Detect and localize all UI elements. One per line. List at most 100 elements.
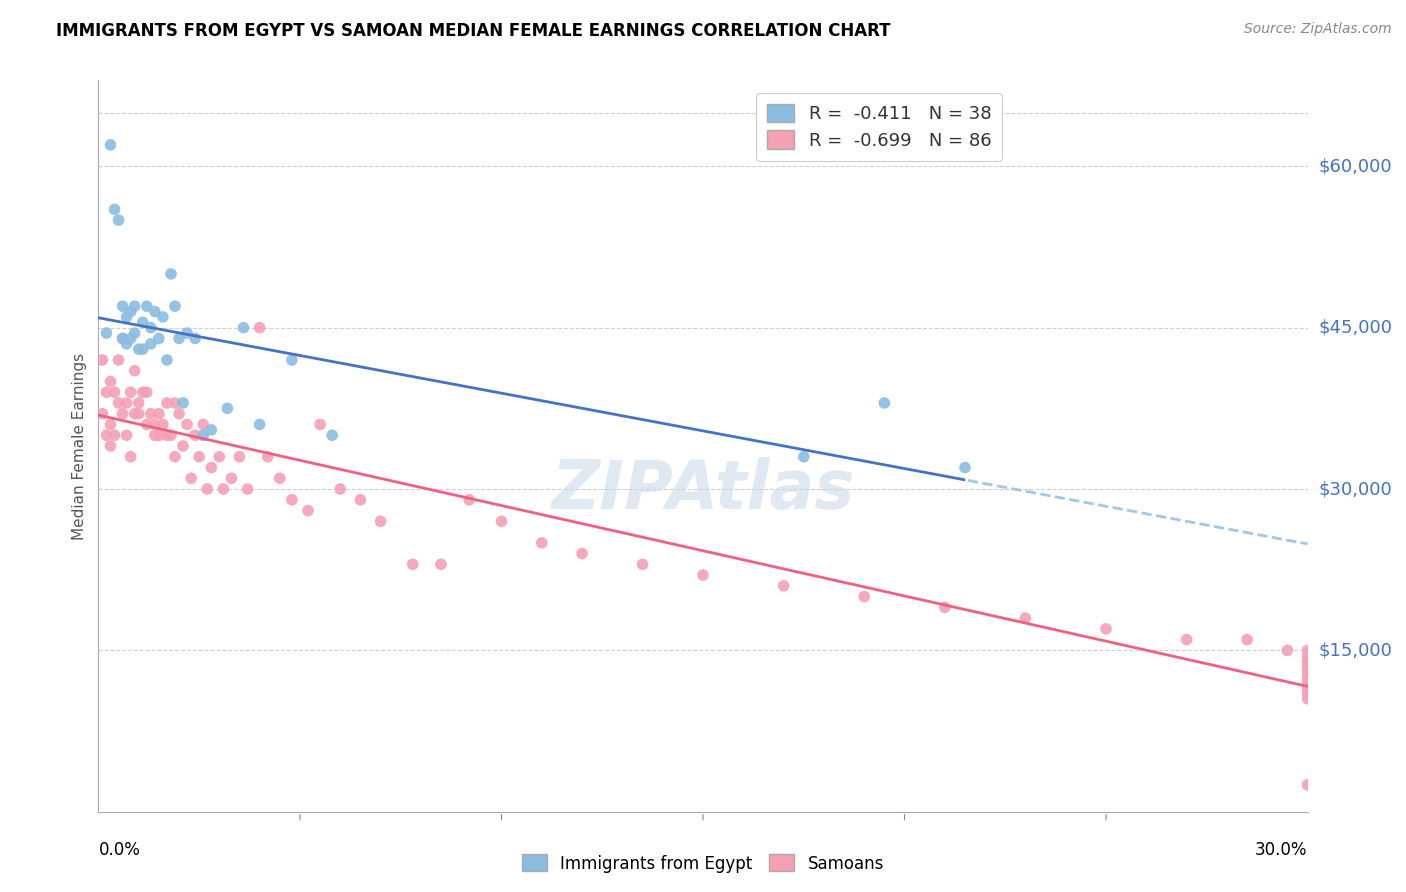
Point — [1296, 681, 1319, 695]
Point — [115, 396, 138, 410]
Point — [853, 590, 876, 604]
Point — [309, 417, 332, 432]
Point — [221, 471, 243, 485]
Point — [115, 428, 138, 442]
Y-axis label: Median Female Earnings: Median Female Earnings — [72, 352, 87, 540]
Point — [115, 336, 138, 351]
Point — [953, 460, 976, 475]
Point — [1296, 659, 1319, 673]
Point — [167, 331, 190, 345]
Point — [212, 482, 235, 496]
Point — [172, 439, 194, 453]
Text: Source: ZipAtlas.com: Source: ZipAtlas.com — [1244, 22, 1392, 37]
Point — [156, 396, 179, 410]
Point — [281, 492, 304, 507]
Point — [96, 326, 118, 340]
Point — [163, 396, 186, 410]
Point — [1014, 611, 1036, 625]
Point — [143, 428, 166, 442]
Point — [1296, 648, 1319, 663]
Point — [124, 299, 146, 313]
Point — [111, 331, 134, 345]
Text: $15,000: $15,000 — [1319, 641, 1392, 659]
Point — [530, 536, 553, 550]
Point — [148, 407, 170, 421]
Point — [1296, 691, 1319, 706]
Point — [184, 428, 207, 442]
Point — [135, 385, 157, 400]
Point — [193, 417, 215, 432]
Point — [176, 417, 198, 432]
Point — [96, 385, 118, 400]
Point — [115, 310, 138, 324]
Point — [132, 385, 155, 400]
Point — [143, 417, 166, 432]
Point — [228, 450, 250, 464]
Point — [370, 514, 392, 528]
Point — [100, 375, 122, 389]
Point — [163, 450, 186, 464]
Point — [152, 310, 174, 324]
Legend: Immigrants from Egypt, Samoans: Immigrants from Egypt, Samoans — [516, 847, 890, 880]
Point — [349, 492, 371, 507]
Point — [195, 482, 218, 496]
Point — [107, 396, 129, 410]
Point — [163, 299, 186, 313]
Point — [124, 364, 146, 378]
Point — [1296, 665, 1319, 679]
Point — [1236, 632, 1258, 647]
Point — [120, 450, 142, 464]
Point — [256, 450, 278, 464]
Point — [128, 407, 150, 421]
Text: $60,000: $60,000 — [1319, 157, 1392, 176]
Point — [1296, 778, 1319, 792]
Point — [172, 396, 194, 410]
Point — [128, 342, 150, 356]
Point — [934, 600, 956, 615]
Point — [103, 428, 125, 442]
Point — [111, 331, 134, 345]
Point — [281, 353, 304, 368]
Point — [124, 326, 146, 340]
Point — [139, 407, 162, 421]
Point — [430, 558, 453, 572]
Point — [156, 428, 179, 442]
Point — [156, 353, 179, 368]
Point — [135, 417, 157, 432]
Point — [692, 568, 714, 582]
Point — [1296, 654, 1319, 668]
Point — [152, 417, 174, 432]
Point — [873, 396, 896, 410]
Point — [208, 450, 231, 464]
Point — [107, 213, 129, 227]
Point — [249, 320, 271, 334]
Point — [107, 353, 129, 368]
Point — [217, 401, 239, 416]
Point — [491, 514, 513, 528]
Point — [167, 407, 190, 421]
Point — [120, 385, 142, 400]
Point — [402, 558, 425, 572]
Point — [1296, 675, 1319, 690]
Point — [1296, 670, 1319, 684]
Point — [135, 299, 157, 313]
Text: ZIPAtlas: ZIPAtlas — [551, 457, 855, 523]
Point — [120, 304, 142, 318]
Point — [232, 320, 254, 334]
Point — [1095, 622, 1118, 636]
Point — [143, 304, 166, 318]
Point — [200, 460, 222, 475]
Point — [793, 450, 815, 464]
Text: $30,000: $30,000 — [1319, 480, 1392, 498]
Point — [148, 428, 170, 442]
Point — [100, 417, 122, 432]
Text: IMMIGRANTS FROM EGYPT VS SAMOAN MEDIAN FEMALE EARNINGS CORRELATION CHART: IMMIGRANTS FROM EGYPT VS SAMOAN MEDIAN F… — [56, 22, 891, 40]
Point — [132, 342, 155, 356]
Point — [631, 558, 654, 572]
Point — [321, 428, 343, 442]
Point — [180, 471, 202, 485]
Point — [1175, 632, 1198, 647]
Point — [128, 396, 150, 410]
Point — [772, 579, 794, 593]
Point — [160, 428, 183, 442]
